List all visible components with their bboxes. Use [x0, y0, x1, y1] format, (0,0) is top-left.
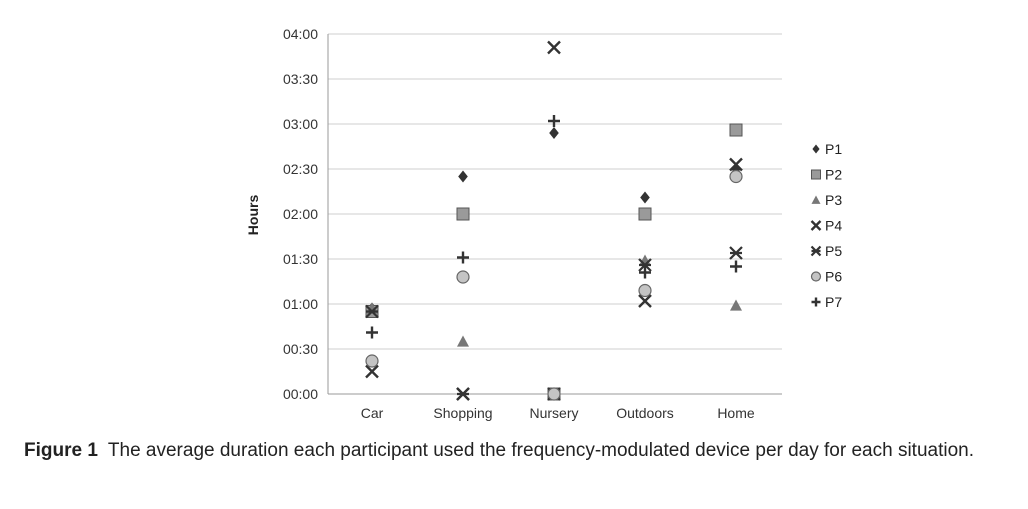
x-tick-label: Car	[361, 405, 384, 421]
point-P1-Outdoors	[640, 191, 650, 204]
legend: P1 P2 P3 P4 P5 P6 P7	[810, 141, 842, 310]
y-tick-label: 01:30	[283, 251, 318, 267]
chart: 00:00 00:30 01:00 01:30 02:00 02:30 03:00 03:30…	[245, 26, 842, 421]
y-tick-labels: 00:00 00:30 01:00 01:30 02:00 02:30 03:00 03:30…	[283, 26, 318, 402]
point-P3-Home	[730, 299, 742, 311]
y-tick-label: 01:00	[283, 296, 318, 312]
point-P6-Outdoors	[638, 283, 652, 298]
y-tick-label: 00:00	[283, 386, 318, 402]
legend-marker-P3	[811, 195, 821, 204]
y-tick-label: 04:00	[283, 26, 318, 42]
point-P1-Shopping	[458, 170, 468, 183]
x-tick-label: Outdoors	[616, 405, 674, 421]
legend-marker-P4	[810, 220, 822, 231]
point-P1-Nursery	[549, 127, 559, 139]
legend-marker-P2	[811, 169, 821, 180]
legend-label-P5: P5	[825, 243, 842, 259]
legend-label-P7: P7	[825, 294, 842, 310]
legend-label-P1: P1	[825, 141, 842, 157]
legend-label-P2: P2	[825, 167, 842, 183]
point-P6-Car	[365, 354, 379, 368]
y-tick-label: 03:00	[283, 116, 318, 132]
data-points	[365, 40, 743, 401]
point-P2-Outdoors	[638, 207, 652, 221]
legend-label-P4: P4	[825, 218, 842, 234]
point-P6-Shopping	[456, 270, 470, 284]
gridlines	[327, 33, 782, 395]
point-P5-Shopping	[456, 387, 470, 401]
point-P2-Home	[729, 123, 743, 137]
x-tick-label: Shopping	[433, 405, 492, 421]
legend-marker-P5	[810, 245, 822, 257]
point-P4-Car	[365, 364, 379, 379]
y-tick-label: 02:00	[283, 206, 318, 222]
y-tick-label: 03:30	[283, 71, 318, 87]
point-P5-Outdoors	[638, 258, 652, 272]
point-P7-Nursery	[548, 115, 560, 127]
y-axis-label: Hours	[245, 195, 261, 236]
point-P4-Outdoors	[638, 294, 652, 308]
y-tick-label: 02:30	[283, 161, 318, 177]
x-tick-label: Home	[717, 405, 755, 421]
figure-caption: Figure 1 The average duration each partic…	[24, 438, 1014, 463]
x-tick-labels: Car Shopping Nursery Outdoors Home	[361, 405, 755, 421]
point-P6-Home	[729, 169, 743, 184]
legend-marker-P6	[810, 271, 822, 282]
legend-label-P6: P6	[825, 269, 842, 285]
point-P4-Home	[729, 157, 743, 172]
point-P4-Nursery	[547, 40, 561, 55]
figure-label: Figure 1	[24, 440, 98, 461]
point-P7-Outdoors	[639, 266, 651, 279]
legend-marker-P1	[812, 144, 820, 154]
point-P7-Home	[730, 260, 742, 273]
point-P1-Home	[731, 163, 741, 175]
y-tick-label: 00:30	[283, 341, 318, 357]
point-P7-Car	[366, 326, 378, 339]
point-P5-Home	[729, 246, 743, 260]
point-P3-Shopping	[457, 335, 469, 347]
legend-marker-P7	[811, 297, 821, 307]
figure-caption-text: The average duration each participant us…	[107, 440, 975, 461]
x-tick-label: Nursery	[529, 405, 578, 421]
point-P2-Shopping	[456, 207, 470, 221]
point-P6-Nursery	[547, 387, 561, 401]
point-P7-Shopping	[457, 251, 469, 264]
legend-label-P3: P3	[825, 192, 842, 208]
point-P5-Car	[365, 304, 379, 319]
